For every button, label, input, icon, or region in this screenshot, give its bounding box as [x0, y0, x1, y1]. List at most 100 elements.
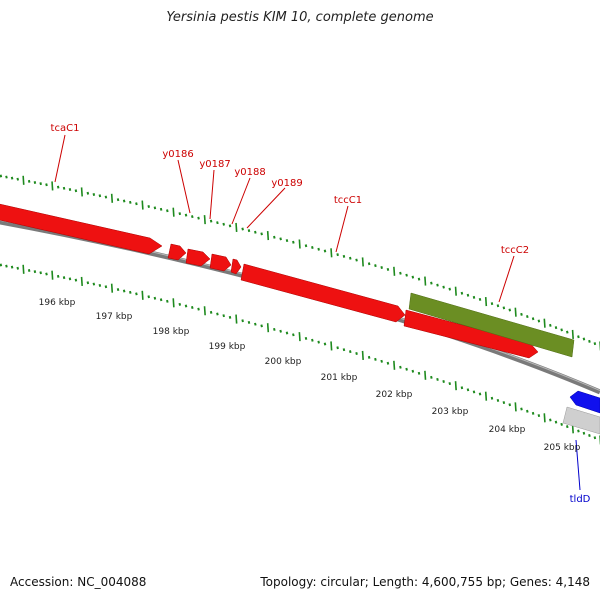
outer-minor-tick [374, 264, 377, 268]
scale-label-198: 198 kbp [153, 327, 190, 337]
outer-minor-tick [448, 287, 452, 291]
outer-minor-tick [508, 308, 512, 312]
gene-label-y0188: y0188 [234, 167, 265, 178]
inner-major-tick [203, 306, 206, 316]
gene-tcaC1[interactable] [0, 203, 163, 255]
inner-minor-tick [33, 270, 37, 274]
outer-minor-tick [411, 275, 415, 279]
outer-minor-tick [279, 237, 282, 241]
inner-minor-tick [92, 282, 96, 286]
inner-major-tick [266, 323, 270, 333]
outer-minor-tick [442, 285, 445, 289]
inner-minor-tick [317, 340, 320, 344]
outer-minor-tick [588, 339, 591, 343]
inner-minor-tick [554, 420, 558, 424]
inner-minor-tick [560, 422, 563, 426]
outer-minor-tick [273, 235, 276, 239]
outer-minor-tick [56, 185, 60, 189]
inner-major-tick [454, 381, 457, 391]
outer-minor-tick [478, 297, 482, 301]
gene-y0187[interactable] [185, 248, 211, 267]
outer-major-tick [361, 257, 364, 267]
inner-minor-tick [116, 288, 120, 292]
outer-minor-tick [122, 199, 126, 203]
inner-minor-tick [0, 263, 3, 267]
leader-tccC1 [335, 205, 349, 253]
outer-minor-tick [39, 182, 42, 186]
inner-minor-tick [442, 380, 445, 383]
inner-minor-tick [86, 281, 90, 285]
inner-minor-tick [197, 307, 200, 311]
inner-major-tick [298, 332, 301, 342]
inner-minor-tick [147, 295, 151, 299]
gene-label-tldD: tldD [570, 494, 591, 505]
inner-minor-tick [104, 285, 108, 289]
outer-minor-tick [520, 312, 523, 316]
inner-major-tick [484, 391, 488, 401]
outer-minor-tick [153, 206, 157, 210]
outer-minor-tick [86, 191, 90, 195]
gene-y0189[interactable] [230, 258, 242, 275]
outer-minor-tick [430, 281, 433, 285]
map-title: Yersinia pestis KIM 10, complete genome [166, 10, 434, 25]
outer-major-tick [424, 276, 427, 286]
inner-minor-tick [490, 396, 494, 400]
gene-tccC1[interactable] [240, 263, 406, 323]
gene-label-y0189: y0189 [271, 178, 302, 189]
scale-label-205: 205 kbp [544, 443, 581, 453]
outer-major-tick [330, 248, 333, 258]
inner-minor-tick [135, 292, 138, 296]
outer-minor-tick [593, 342, 597, 346]
inner-minor-tick [166, 299, 169, 303]
gene-y0188[interactable] [209, 253, 232, 272]
inner-minor-tick [342, 348, 346, 352]
inner-minor-tick [27, 268, 31, 272]
inner-minor-tick [466, 388, 470, 392]
inner-minor-tick [122, 289, 126, 293]
outer-major-tick [266, 230, 270, 241]
gene-label-tccC2: tccC2 [501, 245, 529, 256]
inner-minor-tick [222, 314, 225, 318]
outer-minor-tick [577, 335, 580, 339]
inner-minor-tick [62, 276, 66, 280]
inner-minor-tick [184, 304, 188, 308]
scale-label-203: 203 kbp [432, 407, 469, 417]
inner-major-tick [393, 360, 396, 370]
outer-minor-tick [399, 271, 402, 275]
leader-y0187 [209, 169, 215, 220]
outer-minor-tick [566, 330, 569, 334]
inner-minor-tick [593, 436, 597, 440]
outer-minor-tick [460, 291, 464, 295]
outer-minor-tick [147, 205, 151, 208]
outer-minor-tick [159, 207, 163, 211]
inner-minor-tick [472, 390, 476, 394]
outer-minor-tick [116, 198, 120, 202]
outer-minor-tick [178, 212, 182, 216]
gene-tldD[interactable] [569, 390, 600, 414]
gene-tccC2[interactable] [408, 292, 575, 358]
outer-minor-tick [135, 202, 138, 206]
inner-minor-tick [153, 296, 157, 300]
outer-minor-tick [260, 232, 263, 236]
inner-minor-tick [241, 319, 244, 323]
outer-minor-tick [197, 216, 200, 220]
outer-minor-tick [247, 229, 251, 233]
outer-minor-tick [549, 323, 552, 327]
inner-minor-tick [417, 371, 421, 375]
outer-minor-tick [490, 302, 494, 306]
inner-minor-tick [526, 409, 529, 413]
outer-minor-tick [342, 254, 346, 258]
inner-major-tick [22, 264, 25, 274]
gene-grey[interactable] [562, 406, 600, 435]
outer-major-tick [22, 175, 25, 185]
inner-minor-tick [588, 434, 591, 437]
outer-minor-tick [285, 239, 289, 243]
outer-minor-tick [254, 230, 257, 234]
inner-minor-tick [496, 398, 500, 402]
outer-minor-tick [228, 224, 232, 228]
inner-minor-tick [549, 418, 552, 422]
inner-major-tick [172, 298, 175, 308]
gene-y0186[interactable] [167, 243, 187, 261]
inner-minor-tick [98, 283, 102, 287]
